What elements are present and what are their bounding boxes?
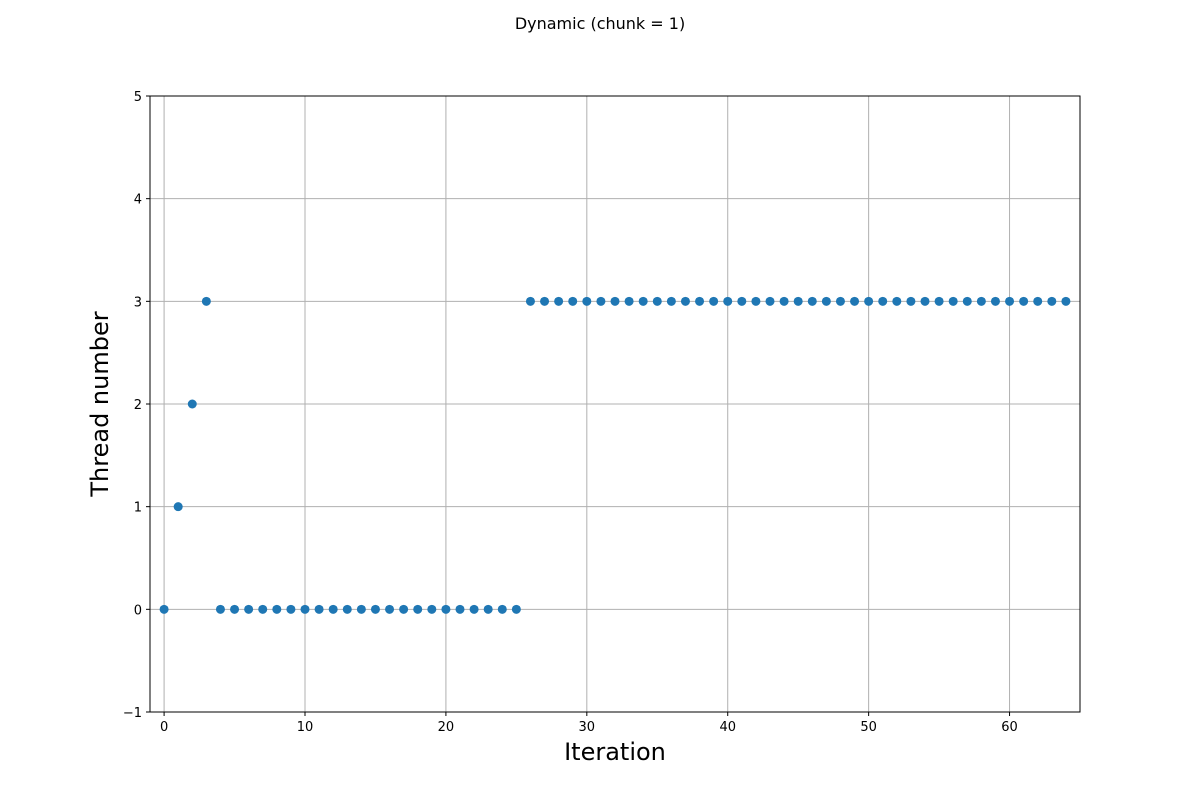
data-point bbox=[1005, 296, 1015, 306]
data-point bbox=[610, 296, 620, 306]
data-point bbox=[554, 296, 564, 306]
x-tick-label: 30 bbox=[579, 720, 596, 735]
y-tick-label: 2 bbox=[134, 398, 142, 413]
grid-lines bbox=[150, 95, 1080, 713]
data-point bbox=[413, 604, 423, 614]
y-axis-label: Thread number bbox=[86, 311, 114, 497]
data-point bbox=[342, 604, 352, 614]
data-point bbox=[385, 604, 395, 614]
data-point bbox=[906, 296, 916, 306]
data-point bbox=[723, 296, 733, 306]
data-point bbox=[666, 296, 676, 306]
data-point bbox=[835, 296, 845, 306]
x-axis-label: Iteration bbox=[564, 738, 666, 766]
data-point bbox=[356, 604, 366, 614]
data-point bbox=[497, 604, 507, 614]
data-point bbox=[300, 604, 310, 614]
data-point bbox=[328, 604, 338, 614]
x-tick-label: 10 bbox=[297, 720, 314, 735]
data-point bbox=[737, 296, 747, 306]
data-point bbox=[638, 296, 648, 306]
data-point bbox=[215, 604, 225, 614]
data-point bbox=[244, 604, 254, 614]
data-point bbox=[399, 604, 409, 614]
data-point bbox=[821, 296, 831, 306]
data-point bbox=[230, 604, 240, 614]
y-tick-label: 5 bbox=[134, 90, 142, 105]
y-tick-label: 1 bbox=[134, 501, 142, 516]
y-tick-label: 0 bbox=[134, 603, 142, 618]
y-tick-label: 4 bbox=[134, 193, 142, 208]
data-point bbox=[652, 296, 662, 306]
data-point bbox=[187, 399, 197, 409]
data-point bbox=[201, 296, 211, 306]
data-point bbox=[483, 604, 493, 614]
y-tick-label: 3 bbox=[134, 295, 142, 310]
data-point bbox=[469, 604, 479, 614]
data-point bbox=[1061, 296, 1071, 306]
chart-title: Dynamic (chunk = 1) bbox=[515, 14, 685, 33]
data-point bbox=[1033, 296, 1043, 306]
data-point bbox=[934, 296, 944, 306]
data-point bbox=[850, 296, 860, 306]
y-axis-ticks: −1 0 1 2 3 4 5 bbox=[123, 90, 150, 721]
data-point bbox=[892, 296, 902, 306]
data-point bbox=[765, 296, 775, 306]
data-point bbox=[751, 296, 761, 306]
data-point bbox=[1047, 296, 1057, 306]
x-tick-label: 0 bbox=[160, 720, 168, 735]
data-point bbox=[258, 604, 268, 614]
data-point bbox=[1019, 296, 1029, 306]
y-tick-label: −1 bbox=[123, 706, 142, 721]
data-point bbox=[948, 296, 958, 306]
data-point bbox=[695, 296, 705, 306]
x-axis-ticks: 0 10 20 30 40 50 60 bbox=[160, 712, 1018, 735]
data-point bbox=[427, 604, 437, 614]
data-point bbox=[272, 604, 282, 614]
data-point bbox=[441, 604, 451, 614]
data-point bbox=[962, 296, 972, 306]
data-point bbox=[680, 296, 690, 306]
data-point bbox=[793, 296, 803, 306]
data-point bbox=[370, 604, 380, 614]
data-point bbox=[920, 296, 930, 306]
x-tick-label: 20 bbox=[438, 720, 455, 735]
data-point bbox=[779, 296, 789, 306]
x-tick-label: 40 bbox=[719, 720, 736, 735]
data-point bbox=[582, 296, 592, 306]
x-tick-label: 60 bbox=[1001, 720, 1018, 735]
data-point bbox=[286, 604, 296, 614]
data-point bbox=[976, 296, 986, 306]
data-point bbox=[540, 296, 550, 306]
data-point bbox=[525, 296, 535, 306]
data-point bbox=[596, 296, 606, 306]
data-point bbox=[159, 604, 169, 614]
data-point bbox=[314, 604, 324, 614]
data-points bbox=[159, 296, 1071, 614]
data-point bbox=[511, 604, 521, 614]
data-point bbox=[807, 296, 817, 306]
data-point bbox=[173, 502, 183, 512]
data-point bbox=[455, 604, 465, 614]
data-point bbox=[864, 296, 874, 306]
data-point bbox=[990, 296, 1000, 306]
data-point bbox=[878, 296, 888, 306]
data-point bbox=[568, 296, 578, 306]
data-point bbox=[709, 296, 719, 306]
x-tick-label: 50 bbox=[860, 720, 877, 735]
data-point bbox=[624, 296, 634, 306]
